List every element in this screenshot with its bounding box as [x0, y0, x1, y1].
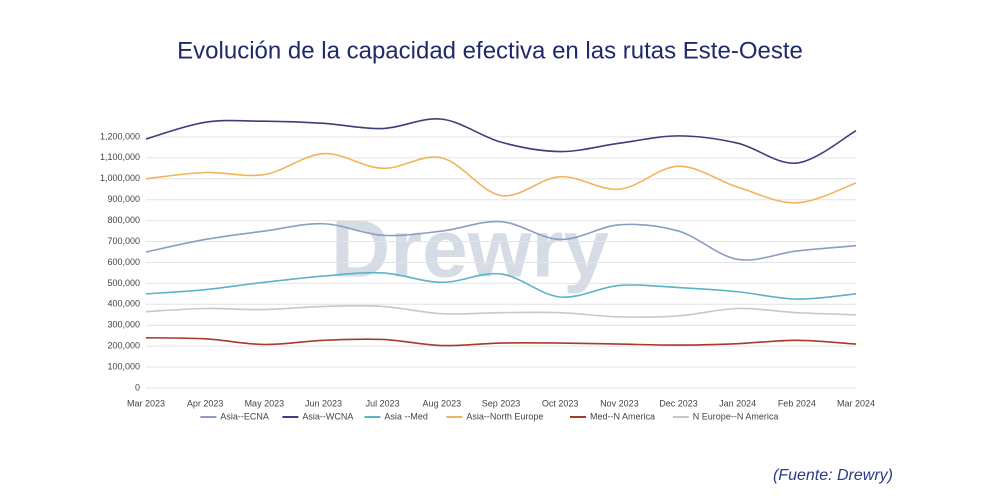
series-line [145, 220, 857, 261]
x-tick-label: Mar 2023 [127, 398, 165, 408]
x-tick-label: Nov 2023 [600, 398, 639, 408]
x-tick-label: Jul 2023 [366, 398, 400, 408]
y-tick-label: 700,000 [107, 236, 140, 246]
legend-label: Med--N America [590, 411, 655, 421]
y-tick-label: 900,000 [107, 194, 140, 204]
y-tick-label: 0 [135, 382, 140, 392]
series-line [145, 271, 857, 300]
y-tick-label: 1,200,000 [100, 131, 140, 141]
y-tick-label: 300,000 [107, 320, 140, 330]
x-tick-label: Feb 2024 [778, 398, 816, 408]
legend-label: Asia--North Europe [466, 411, 543, 421]
y-tick-label: 1,000,000 [100, 173, 140, 183]
x-tick-label: Apr 2023 [187, 398, 224, 408]
watermark: Drewry [331, 204, 609, 295]
x-tick-label: Jan 2024 [719, 398, 756, 408]
x-tick-label: Oct 2023 [542, 398, 579, 408]
series-line [145, 152, 857, 204]
series-line [145, 336, 857, 347]
x-tick-label: May 2023 [245, 398, 285, 408]
y-tick-label: 1,100,000 [100, 152, 140, 162]
series-line [145, 118, 857, 164]
y-tick-label: 600,000 [107, 257, 140, 267]
x-tick-label: Jun 2023 [305, 398, 342, 408]
chart-title: Evolución de la capacidad efectiva en la… [177, 37, 803, 64]
series-line [145, 304, 857, 318]
source-note: (Fuente: Drewry) [773, 467, 893, 484]
legend-label: Asia--WCNA [302, 411, 353, 421]
x-tick-label: Aug 2023 [423, 398, 462, 408]
y-tick-label: 200,000 [107, 341, 140, 351]
x-tick-label: Mar 2024 [837, 398, 875, 408]
legend-label: N Europe--N America [693, 411, 779, 421]
legend-label: Asia --Med [384, 411, 428, 421]
y-tick-label: 400,000 [107, 299, 140, 309]
y-tick-label: 500,000 [107, 278, 140, 288]
x-tick-label: Sep 2023 [482, 398, 521, 408]
x-tick-label: Dec 2023 [659, 398, 698, 408]
y-tick-label: 800,000 [107, 215, 140, 225]
y-tick-label: 100,000 [107, 361, 140, 371]
legend-label: Asia--ECNA [220, 411, 269, 421]
